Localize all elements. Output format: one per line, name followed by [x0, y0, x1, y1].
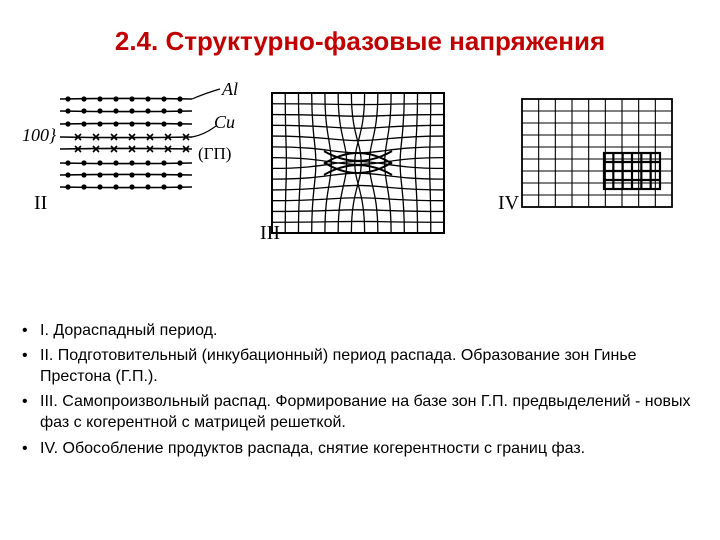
svg-text:IV: IV: [498, 192, 520, 214]
diagram-ii: 100} II Al Cu (ГП): [20, 81, 238, 226]
diagram-iv: IV: [492, 81, 706, 236]
svg-text:(ГП): (ГП): [198, 144, 231, 163]
svg-text:Al: Al: [221, 81, 238, 99]
svg-text:III: III: [260, 222, 280, 244]
bullet-list: I. Дораспадный период. II. Подготовитель…: [18, 320, 702, 459]
bullet-item: II. Подготовительный (инкубационный) пер…: [22, 345, 702, 387]
bullet-item: I. Дораспадный период.: [22, 320, 702, 341]
diagram-row: 100} II Al Cu (ГП) III IV: [18, 81, 702, 250]
bullet-item: III. Самопроизвольный распад. Формирован…: [22, 391, 702, 433]
svg-text:II: II: [34, 192, 47, 214]
diagram-iii: III: [252, 81, 478, 250]
slide-title: 2.4. Структурно-фазовые напряжения: [18, 26, 702, 57]
svg-text:Cu: Cu: [214, 112, 235, 132]
svg-text:100}: 100}: [22, 125, 57, 145]
bullet-item: IV. Обособление продуктов распада, сняти…: [22, 438, 702, 459]
